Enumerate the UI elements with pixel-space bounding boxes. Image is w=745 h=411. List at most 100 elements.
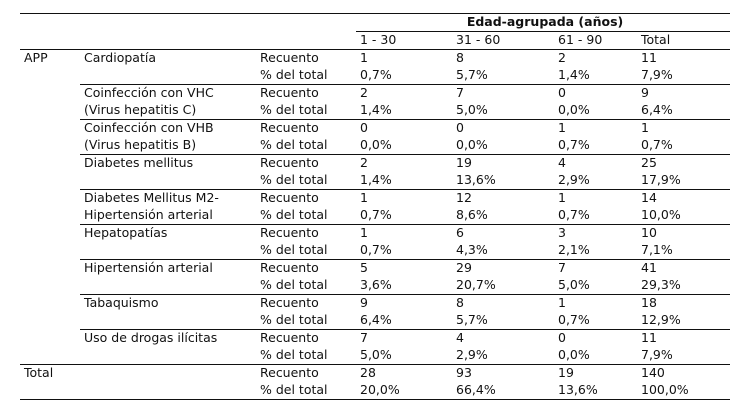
percent-cell: 7,9% [637,67,731,85]
measure-label: Recuento [260,120,319,135]
percent-cell: 20,7% [452,277,554,295]
measure-label: % del total [256,137,356,155]
total-row: % del total 20,0% 66,4% 13,6% 100,0% [20,382,731,400]
category-label-line2 [80,312,256,330]
table-row: Hipertensión arterial Recuento 5 29 7 41 [20,260,730,278]
count-cell: 0 [558,85,566,100]
count-cell: 1 [558,120,566,135]
header-spacer [256,13,356,32]
percent-cell: 0,7% [554,312,637,330]
percent-cell: 0,0% [452,137,554,155]
measure-label: Recuento [260,225,319,240]
percent-cell: 0,0% [554,102,637,120]
category-label-line2: (Virus hepatitis C) [80,102,256,120]
percent-cell: 2,9% [554,172,637,190]
measure-label: Recuento [260,330,319,345]
percent-cell: 0,0% [356,137,452,155]
measure-label: % del total [256,347,356,365]
count-cell: 3 [558,225,566,240]
category-label: Tabaquismo [84,295,159,310]
category-label-line2 [80,172,256,190]
category-label-line2 [80,347,256,365]
count-cell: 7 [456,85,464,100]
column-header: Total [637,31,731,50]
count-cell: 11 [641,50,657,65]
percent-cell: 6,4% [637,102,731,120]
total-count-cell: 28 [356,364,452,382]
percent-cell: 5,7% [452,312,554,330]
count-cell: 7 [360,330,368,345]
percent-cell: 0,7% [637,137,731,155]
count-cell: 4 [558,155,566,170]
category-label: Coinfección con VHC [84,85,214,100]
table-row: (Virus hepatitis B)% del total 0,0% 0,0% 0,… [20,137,731,155]
measure-label: % del total [256,67,356,85]
percent-cell: 5,0% [452,102,554,120]
table-row: (Virus hepatitis C)% del total 1,4% 5,0% 0,… [20,102,731,120]
count-cell: 41 [641,260,657,275]
count-cell: 2 [558,50,566,65]
count-cell: 9 [360,295,368,310]
category-label: Diabetes Mellitus M2- [84,190,219,205]
measure-label: % del total [256,172,356,190]
table-row: Diabetes Mellitus M2- Recuento 1 12 1 14 [20,190,730,208]
table-row: % del total 3,6% 20,7% 5,0% 29,3% [20,277,731,295]
percent-cell: 6,4% [356,312,452,330]
header-spacer [256,31,356,50]
count-cell: 29 [456,260,472,275]
header-columns-row: 1 - 30 31 - 60 61 - 90 Total [20,31,731,50]
count-cell: 10 [641,225,657,240]
column-header: 31 - 60 [452,31,554,50]
header-spacer [80,13,256,32]
category-label: Coinfección con VHB [84,120,214,135]
count-cell: 18 [641,295,657,310]
measure-label: Recuento [260,295,319,310]
percent-cell: 0,7% [356,67,452,85]
count-cell: 1 [360,190,368,205]
percent-cell: 5,0% [356,347,452,365]
total-percent-cell: 66,4% [452,382,554,400]
percent-cell: 0,7% [356,207,452,225]
category-label: Uso de drogas ilícitas [84,330,218,345]
total-row: Total Recuento 28 93 19 140 [20,364,731,400]
count-cell: 2 [360,155,368,170]
count-cell: 4 [456,330,464,345]
table-row: Hepatopatías Recuento 1 6 3 10 [20,225,730,243]
table-row: % del total 5,0% 2,9% 0,0% 7,9% [20,347,731,365]
percent-cell: 10,0% [637,207,731,225]
measure-label: Recuento [256,364,356,382]
count-cell: 0 [558,330,566,345]
table-row: Hipertensión arterial% del total 0,7% 8,6%… [20,207,731,225]
percent-cell: 13,6% [452,172,554,190]
percent-cell: 1,4% [554,67,637,85]
measure-label: Recuento [260,260,319,275]
percent-cell: 1,4% [356,172,452,190]
table-row: Uso de drogas ilícitas Recuento 7 4 0 11 [20,330,730,348]
table-row: Coinfección con VHB Recuento 0 0 1 1 [20,120,730,138]
count-cell: 0 [456,120,464,135]
total-label: Total [20,364,256,400]
table-row: Diabetes mellitus Recuento 2 19 4 25 [20,155,730,173]
table-row: % del total 6,4% 5,7% 0,7% 12,9% [20,312,731,330]
column-header: 1 - 30 [356,31,452,50]
count-cell: 1 [641,120,649,135]
column-group-header: Edad-agrupada (años) [356,13,731,32]
percent-cell: 8,6% [452,207,554,225]
category-label: Hipertensión arterial [84,260,213,275]
percent-cell: 5,0% [554,277,637,295]
table-body: APP Cardiopatía Recuento 1 8 2 11% del total 0,… [20,50,731,400]
category-label-line2: Hipertensión arterial [80,207,256,225]
count-cell: 11 [641,330,657,345]
percent-cell: 1,4% [356,102,452,120]
percent-cell: 2,9% [452,347,554,365]
count-cell: 1 [360,225,368,240]
table-row: Tabaquismo Recuento 9 8 1 18 [20,295,730,313]
percent-cell: 7,9% [637,347,731,365]
header-spacer [80,31,256,50]
percent-cell: 12,9% [637,312,731,330]
measure-label: Recuento [260,190,319,205]
table-row: % del total 0,7% 5,7% 1,4% 7,9% [20,67,731,85]
measure-label: Recuento [260,155,319,170]
measure-label: % del total [256,102,356,120]
total-count-cell: 19 [554,364,637,382]
